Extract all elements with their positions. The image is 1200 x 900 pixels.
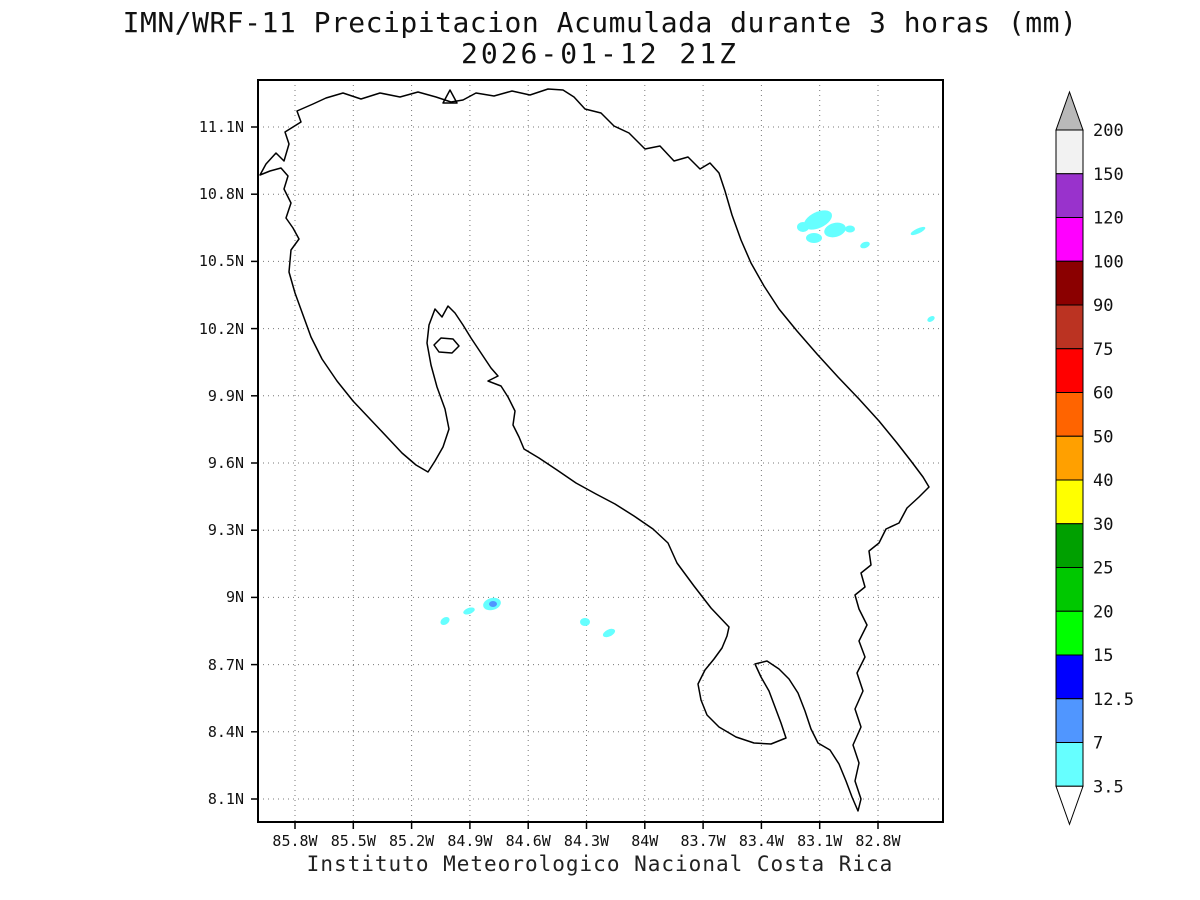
x-tick-label: 83.1W (797, 832, 843, 850)
x-tick-label: 84W (631, 832, 659, 850)
colorbar-segment (1055, 698, 1084, 743)
precip-patch (803, 210, 833, 230)
colorbar-label: 150 (1093, 165, 1124, 185)
precip-patch (806, 233, 822, 243)
x-tick-label: 85.8W (272, 832, 318, 850)
colorbar-segment (1055, 610, 1084, 656)
costa-rica-coastline (259, 88, 930, 812)
colorbar-label: 90 (1093, 296, 1113, 316)
colorbar-segment (1055, 260, 1084, 306)
y-tick-label: 9.3N (207, 521, 244, 540)
y-tick-label: 10.8N (198, 185, 244, 204)
colorbar-label: 60 (1093, 384, 1113, 404)
colorbar-under-arrow (1055, 785, 1084, 826)
colorbar-label: 120 (1093, 209, 1124, 229)
colorbar-label: 12.5 (1093, 690, 1134, 710)
colorbar-segment (1055, 173, 1084, 218)
colorbar-segment (1055, 435, 1084, 481)
y-tick-label: 11.1N (198, 118, 244, 136)
y-tick-label: 10.5N (198, 252, 244, 271)
gridline-layer (258, 80, 943, 822)
chart-caption: Instituto Meteorologico Nacional Costa R… (306, 852, 894, 876)
colorbar-segment (1055, 217, 1084, 262)
chart-subtitle: 2026-01-12 21Z (460, 37, 739, 70)
colorbar-label: 200 (1093, 121, 1124, 141)
y-tick-label: 9.6N (207, 454, 244, 472)
y-tick-label: 9N (225, 588, 244, 607)
colorbar-segment (1055, 523, 1084, 568)
colorbar-label: 25 (1093, 559, 1113, 579)
precip-patch (927, 316, 935, 322)
colorbar: 200 150 120 100 90 75 60 50 40 30 25 20 15 12.5 7 3.5 (1055, 90, 1134, 826)
colorbar-label: 50 (1093, 427, 1113, 447)
colorbar-label: 30 (1093, 515, 1113, 535)
precipitation-layer (440, 210, 935, 638)
colorbar-segment (1055, 654, 1084, 700)
precip-patch (440, 616, 450, 626)
chart-title: IMN/WRF-11 Precipitacion Acumulada duran… (122, 6, 1078, 39)
colorbar-segment (1055, 567, 1084, 612)
colorbar-segment (1055, 348, 1084, 393)
colorbar-label: 20 (1093, 602, 1113, 622)
colorbar-label: 3.5 (1093, 777, 1124, 797)
x-tick-label: 83.7W (680, 832, 726, 850)
x-tick-label: 85.2W (389, 832, 435, 850)
map-plot (251, 79, 944, 829)
precip-patch (489, 601, 497, 607)
ometepe-island-outline (442, 89, 458, 104)
y-tick-label: 9.9N (207, 386, 244, 405)
colorbar-segment (1055, 129, 1084, 175)
colorbar-label: 40 (1093, 471, 1113, 491)
colorbar-label: 75 (1093, 340, 1113, 360)
x-tick-label: 84.6W (505, 832, 551, 850)
precip-patch (824, 222, 846, 238)
colorbar-segment (1055, 742, 1084, 787)
colorbar-label: 7 (1093, 734, 1103, 754)
x-tick-label: 84.3W (563, 832, 610, 850)
chira-island-outline (433, 337, 460, 354)
y-tick-label: 10.2N (198, 319, 244, 338)
colorbar-label: 100 (1093, 252, 1124, 272)
colorbar-label: 15 (1093, 646, 1113, 666)
axis-tick-layer (251, 126, 879, 829)
precip-patch (860, 241, 870, 249)
y-tick-label: 8.7N (207, 655, 244, 674)
map-frame (257, 79, 944, 823)
colorbar-segment (1055, 392, 1084, 437)
y-tick-label: 8.1N (207, 790, 244, 808)
x-tick-label: 84.9W (447, 832, 493, 850)
precip-patch (797, 222, 809, 232)
x-tick-label: 85.5W (330, 832, 376, 850)
precip-patch (910, 226, 926, 236)
colorbar-over-arrow (1055, 90, 1084, 131)
x-tick-label: 82.8W (855, 832, 901, 850)
precip-patch (463, 607, 475, 615)
colorbar-segment (1055, 479, 1084, 525)
precip-patch (602, 628, 616, 638)
precip-patch (845, 225, 855, 233)
y-tick-label: 8.4N (207, 722, 244, 741)
precip-patch (580, 618, 590, 626)
x-tick-label: 83.4W (738, 832, 784, 850)
colorbar-segment (1055, 304, 1084, 350)
